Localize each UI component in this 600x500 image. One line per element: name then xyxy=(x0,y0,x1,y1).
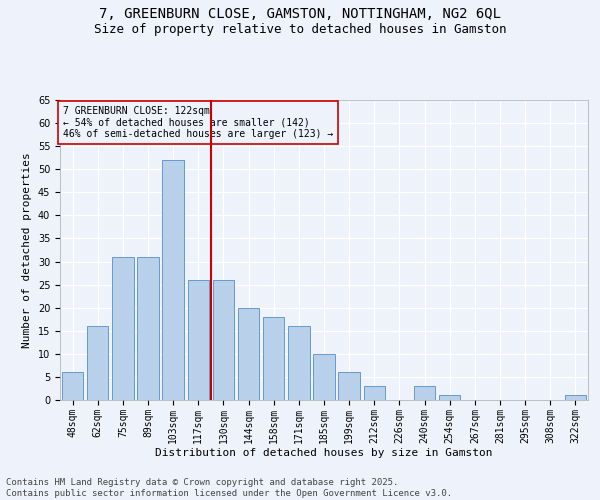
Text: 7 GREENBURN CLOSE: 122sqm
← 54% of detached houses are smaller (142)
46% of semi: 7 GREENBURN CLOSE: 122sqm ← 54% of detac… xyxy=(62,106,333,139)
Bar xyxy=(87,326,109,400)
Bar xyxy=(213,280,234,400)
Bar xyxy=(364,386,385,400)
Bar xyxy=(163,160,184,400)
Bar xyxy=(137,257,158,400)
Text: Size of property relative to detached houses in Gamston: Size of property relative to detached ho… xyxy=(94,22,506,36)
Bar xyxy=(439,396,460,400)
Bar xyxy=(313,354,335,400)
Bar xyxy=(288,326,310,400)
Bar xyxy=(188,280,209,400)
Bar xyxy=(263,317,284,400)
Bar xyxy=(414,386,435,400)
Y-axis label: Number of detached properties: Number of detached properties xyxy=(22,152,32,348)
X-axis label: Distribution of detached houses by size in Gamston: Distribution of detached houses by size … xyxy=(155,448,493,458)
Bar xyxy=(238,308,259,400)
Bar xyxy=(338,372,360,400)
Bar xyxy=(565,396,586,400)
Bar xyxy=(112,257,134,400)
Bar xyxy=(62,372,83,400)
Text: Contains HM Land Registry data © Crown copyright and database right 2025.
Contai: Contains HM Land Registry data © Crown c… xyxy=(6,478,452,498)
Text: 7, GREENBURN CLOSE, GAMSTON, NOTTINGHAM, NG2 6QL: 7, GREENBURN CLOSE, GAMSTON, NOTTINGHAM,… xyxy=(99,8,501,22)
